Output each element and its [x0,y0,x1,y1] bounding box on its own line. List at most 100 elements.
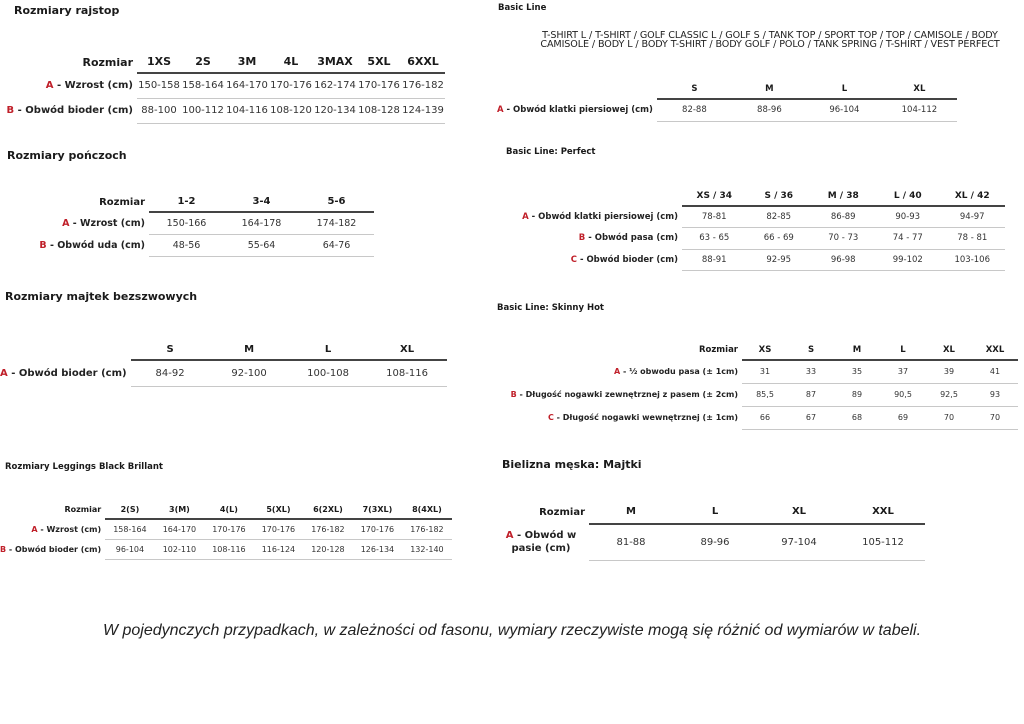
table-cell: 164-170 [154,519,205,540]
section-title: Rozmiary rajstop [14,4,120,17]
table-cell: 92-100 [209,360,289,387]
header-row: S M L XL [0,339,447,361]
row-letter: A [31,524,38,534]
row-label-text: - Obwód bioder (cm) [14,105,133,116]
table-cell: 158-164 [105,519,155,540]
row-label-text: - Obwód klatki piersiowej (cm) [528,211,678,222]
section-title: Rozmiary majtek bezszwowych [5,290,198,303]
table-cell: 100-112 [181,98,225,124]
table-cell: 33 [788,360,834,384]
size-header: 1-2 [149,192,224,213]
table-cell: 55-64 [224,234,299,257]
size-table: S M L XL A - Obwód bioder (cm) 84-92 92-100 100… [0,339,447,387]
table-cell: 74 - 77 [875,227,940,250]
size-header: XXL [841,500,925,525]
table-cell: 66 [742,406,788,430]
row-label: A - Obwód klatki piersiowej (cm) [497,99,657,121]
table-row: B - Obwód bioder (cm) 96-104 102-110 108-11… [0,539,452,560]
table-cell: 93 [972,383,1018,407]
table-row: A - Wzrost (cm) 150-158 158-164 164-170 170-… [0,73,445,99]
size-header: L [806,80,882,100]
row-label-text: - Obwód bioder (cm) [577,254,678,265]
table-cell: 132-140 [402,539,452,560]
row-label-text: - Długość nogawki zewnętrznej z pasem (±… [516,390,738,399]
table-cell: 176-182 [401,73,445,99]
table-row: A - Obwód w pasie (cm) 81-88 89-96 97-104 10… [497,524,925,561]
table-cell: 96-98 [811,249,876,271]
table-cell: 99-102 [875,249,940,271]
header-row: Rozmiar 1-2 3-4 5-6 [0,192,374,213]
size-table: Rozmiar 1XS 2S 3M 4L 3MAX 5XL 6XXL A - Wzrost (c… [0,51,445,124]
size-label: Rozmiar [698,345,738,355]
table-cell: 67 [788,406,834,430]
table-row: B - Obwód bioder (cm) 88-100 100-112 104-11… [0,98,445,124]
table-cell: 97-104 [757,524,841,561]
size-header: 4L [269,51,313,74]
row-label: B - Obwód uda (cm) [0,234,149,256]
product-list-line: CAMISOLE / BODY L / BODY T-SHIRT / BODY … [540,39,1000,50]
row-label-text: - Obwód pasa (cm) [585,233,678,244]
row-label: B - Obwód bioder (cm) [0,98,137,123]
table-cell: 150-158 [137,73,181,99]
table-cell: 63 - 65 [682,227,747,250]
size-header: S / 36 [746,186,811,207]
table-cell: 69 [880,406,926,430]
size-header: XL [881,80,957,100]
size-header: M [209,339,289,361]
table-cell: 103-106 [940,249,1005,271]
table-cell: 84-92 [130,360,210,387]
table-cell: 85,5 [742,383,788,407]
table-cell: 88-96 [731,99,807,122]
row-letter: B [0,544,7,554]
size-header: 6XXL [401,51,445,74]
row-letter: A [62,217,70,229]
size-header: 4(L) [204,500,254,520]
table-cell: 89 [834,383,880,407]
table-cell: 90,5 [880,383,926,407]
size-header: S [130,339,210,361]
table-cell: 96-104 [806,99,882,122]
size-table: S M L XL A - Obwód klatki piersiowej (cm) 82-… [497,80,957,122]
table-row: C - Obwód bioder (cm) 88-91 92-95 96-98 99-1… [497,249,1005,271]
table-cell: 158-164 [181,73,225,99]
size-table: Rozmiar XS S M L XL XXL A - ½ obwodu pasa (± 1c… [497,340,1018,430]
size-label: Rozmiar [99,196,145,208]
row-label: A - Obwód bioder (cm) [0,360,131,386]
table-cell: 87 [788,383,834,407]
size-header: 3MAX [313,51,357,74]
table-cell: 108-116 [367,360,447,387]
size-header: M [731,80,807,100]
table-cell: 108-120 [269,98,313,124]
size-table: Rozmiar M L XL XXL A - Obwód w pasie (cm) 81-8… [497,500,925,561]
size-table: Rozmiar 2(S) 3(M) 4(L) 5(XL) 6(2XL) 7(3XL) 8(4X… [0,500,452,560]
table-row: A - Wzrost (cm) 158-164 164-170 170-176 170-… [0,519,452,540]
table-cell: 170-176 [269,73,313,99]
size-table: XS / 34 S / 36 M / 38 L / 40 XL / 42 A - Obwó… [497,186,1005,271]
table-cell: 78 - 81 [940,227,1005,250]
row-label-text: - Obwód klatki piersiowej (cm) [503,105,653,115]
row-label-text: - Obwód uda (cm) [46,239,145,251]
size-label [497,186,682,206]
table-cell: 150-166 [149,212,224,235]
table-row: B - Obwód pasa (cm) 63 - 65 66 - 69 70 - 73… [497,227,1005,250]
section-title: Rozmiary pończoch [7,149,127,162]
section-title: Basic Line: Skinny Hot [497,303,604,313]
table-row: B - Długość nogawki zewnętrznej z pasem … [497,383,1018,407]
table-cell: 68 [834,406,880,430]
table-row: B - Obwód uda (cm) 48-56 55-64 64-76 [0,234,374,257]
row-letter: C [548,413,554,422]
table-cell: 81-88 [589,524,673,561]
size-label [0,339,131,360]
size-header: 3M [225,51,269,74]
row-letter: B [39,239,47,251]
row-label-text: - ½ obwodu pasa (± 1cm) [620,367,738,376]
table-cell: 70 - 73 [811,227,876,250]
table-cell: 92,5 [926,383,972,407]
size-header: S [788,340,834,361]
table-cell: 41 [972,360,1018,384]
table-cell: 100-108 [288,360,368,387]
row-label: A - Wzrost (cm) [0,519,105,539]
table-cell: 31 [742,360,788,384]
table-cell: 104-112 [881,99,957,122]
size-label: Rozmiar [64,505,102,514]
